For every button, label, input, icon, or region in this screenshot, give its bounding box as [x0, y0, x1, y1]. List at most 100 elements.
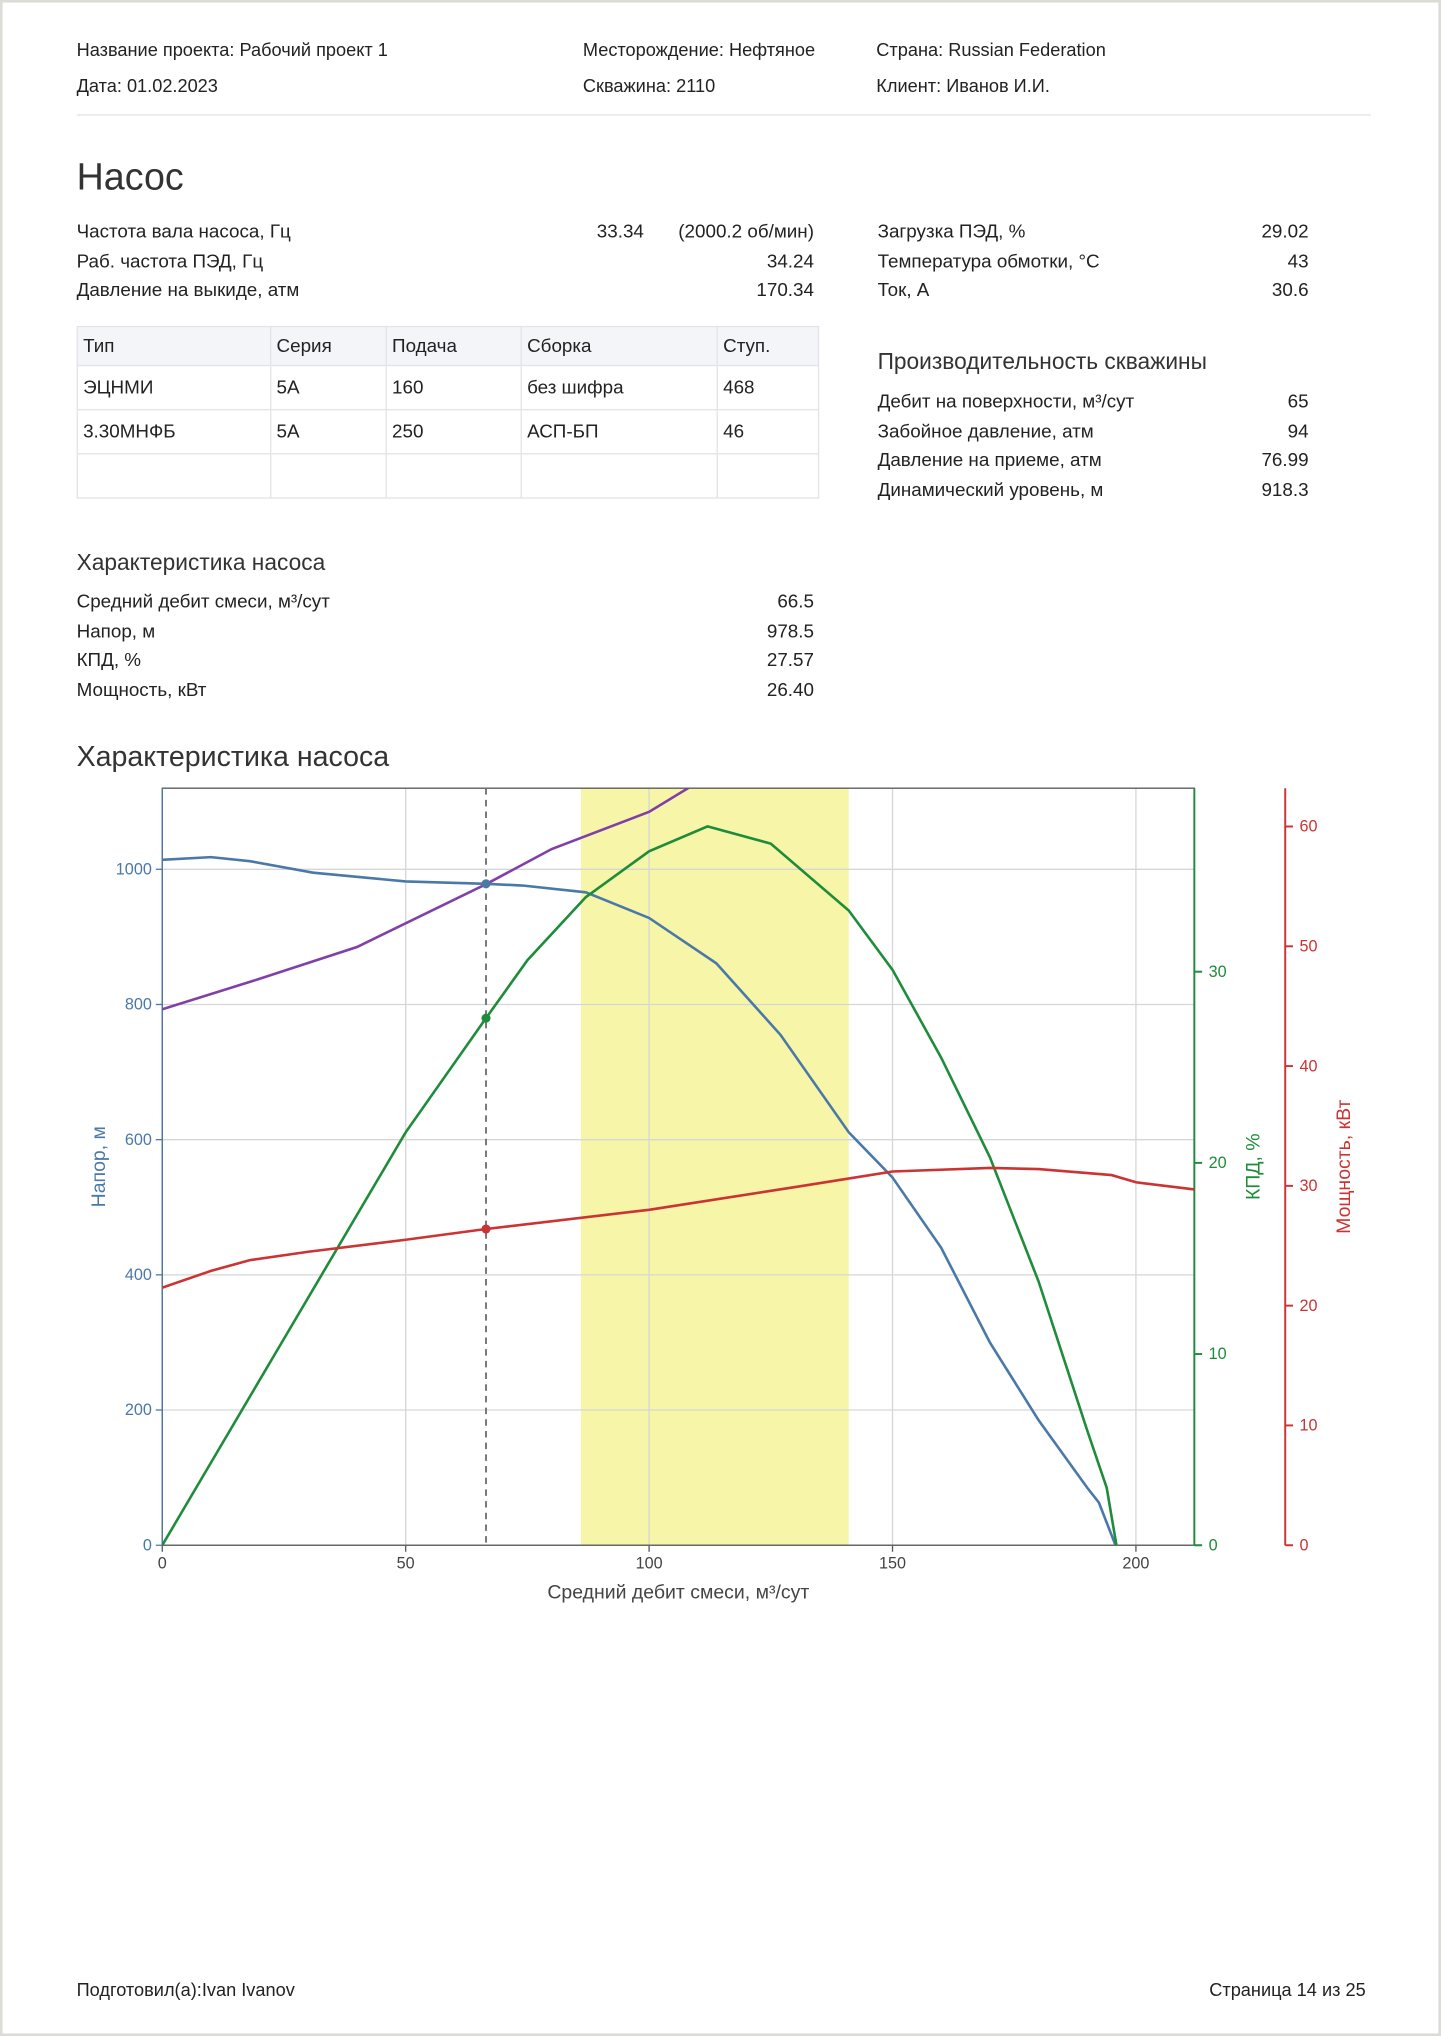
label: Клиент: — [876, 75, 942, 97]
y3-tick-label: 40 — [1299, 1057, 1317, 1075]
param-value: 918.3 — [1261, 480, 1309, 502]
cell — [76, 453, 272, 499]
param-value: 43 — [1287, 251, 1309, 273]
x-tick-label: 150 — [879, 1555, 906, 1573]
param-label: Напор, м — [76, 621, 156, 643]
param-value: 170.34 — [756, 280, 814, 302]
y2-tick-label: 0 — [1209, 1536, 1218, 1554]
cell: 160 — [385, 364, 522, 411]
param-label: Частота вала насоса, Гц — [76, 222, 291, 243]
param-value: 26.40 — [766, 680, 814, 702]
x-tick-label: 0 — [158, 1555, 167, 1573]
param-value: 94 — [1287, 421, 1309, 443]
param-value: 66.5 — [777, 592, 814, 613]
x-axis-label: Средний дебит смеси, м³/сут — [547, 1581, 809, 1603]
y2-tick-label: 20 — [1209, 1154, 1227, 1172]
table-row: 3.30МНФБ 5А 250 АСП-БП 46 — [76, 409, 820, 455]
operating-range — [580, 788, 849, 1546]
value: 2110 — [676, 75, 716, 97]
cell: без шифра — [520, 364, 718, 411]
cell: ЭЦНМИ — [76, 364, 272, 411]
label: Скважина: — [582, 75, 672, 97]
param-label: Динамический уровень, м — [877, 480, 1104, 502]
param-label: Забойное давление, атм — [877, 421, 1094, 443]
table-header: Тип Серия Подача Сборка Ступ. — [76, 325, 820, 367]
operating-point — [481, 1224, 491, 1234]
series-line — [162, 855, 1117, 1546]
cell: 3.30МНФБ — [76, 409, 272, 455]
value: Нефтяное — [728, 38, 816, 60]
param-value: 30.6 — [1271, 280, 1309, 302]
cell: АСП-БП — [520, 409, 718, 455]
param-label: Давление на выкиде, атм — [76, 280, 300, 302]
cell — [716, 453, 820, 499]
param-label: Давление на приеме, атм — [877, 451, 1102, 472]
value: 01.02.2023 — [126, 75, 218, 97]
cell: 468 — [716, 364, 820, 411]
cell — [520, 453, 718, 499]
cell: 250 — [385, 409, 522, 455]
label: Подготовил(а): — [76, 1978, 202, 2000]
label: Месторождение: — [582, 38, 724, 60]
label: Дата: — [76, 75, 122, 97]
x-tick-label: 200 — [1122, 1555, 1149, 1573]
th: Сборка — [520, 325, 718, 367]
y-tick-label: 800 — [125, 996, 152, 1014]
param-label: Ток, А — [877, 280, 930, 302]
param-label: Мощность, кВт — [76, 680, 207, 702]
cell: 5А — [270, 364, 387, 411]
section-title: Насос — [76, 157, 184, 199]
series-line — [162, 825, 1118, 1546]
label: Страна: — [876, 38, 944, 60]
chart-title: Характеристика насоса — [76, 740, 390, 773]
th: Ступ. — [716, 325, 820, 367]
param-label: Раб. частота ПЭД, Гц — [76, 251, 264, 273]
footer-prepared: Подготовил(а):Ivan Ivanov — [77, 1978, 295, 2001]
cell — [270, 453, 387, 499]
footer-page: Страница 14 из 25 — [1209, 1978, 1366, 2000]
param-extra: (2000.2 об/мин) — [678, 222, 814, 243]
y2-axis-label: КПД, % — [1242, 1133, 1264, 1200]
param-label: Температура обмотки, °С — [877, 251, 1100, 273]
y-tick-label: 0 — [143, 1536, 152, 1554]
header-field: Месторождение: Нефтяное — [583, 38, 815, 61]
table-row — [76, 453, 820, 499]
label: Название проекта: — [76, 38, 235, 60]
cell — [385, 453, 522, 499]
y-axis-label: Напор, м — [88, 1126, 110, 1207]
y-tick-label: 400 — [125, 1266, 152, 1284]
cell: 46 — [716, 409, 820, 455]
param-value: 34.24 — [766, 251, 814, 273]
pump-table: Тип Серия Подача Сборка Ступ. ЭЦНМИ 5А 160… — [76, 325, 820, 499]
th: Тип — [76, 325, 272, 367]
header-field: Клиент: Иванов И.И. — [876, 74, 1050, 97]
subsection-title: Производительность скважины — [877, 347, 1207, 374]
series-group — [162, 788, 1195, 1546]
chart: 0 50 100 150 200 0 200 400 600 800 1000 0 10 20 30 0 10 2… — [88, 787, 1355, 1603]
param-value: 33.34 — [596, 222, 644, 243]
x-tick-label: 100 — [636, 1555, 663, 1573]
y3-tick-label: 50 — [1299, 937, 1317, 955]
param-label: КПД, % — [76, 651, 142, 672]
y-tick-label: 600 — [125, 1131, 152, 1149]
value: Рабочий проект 1 — [239, 38, 388, 60]
header-field: Скважина: 2110 — [583, 74, 715, 97]
y3-axis-label: Мощность, кВт — [1333, 1099, 1355, 1233]
series-line — [162, 1166, 1195, 1289]
table-row: ЭЦНМИ 5А 160 без шифра 468 — [76, 364, 820, 411]
y2-tick-label: 30 — [1209, 963, 1227, 981]
value: Russian Federation — [948, 38, 1106, 60]
value: Ivan Ivanov — [201, 1978, 295, 2000]
y3-tick-label: 0 — [1299, 1536, 1308, 1554]
y3-tick-label: 20 — [1299, 1297, 1317, 1315]
operating-point — [481, 1013, 491, 1023]
param-label: Загрузка ПЭД, % — [877, 222, 1026, 243]
y3-tick-label: 10 — [1299, 1417, 1317, 1435]
divider — [76, 114, 1371, 116]
series-line — [162, 788, 691, 1011]
param-label: Дебит на поверхности, м³/сут — [877, 392, 1135, 413]
param-value: 76.99 — [1261, 451, 1309, 472]
y3-tick-label: 60 — [1299, 818, 1317, 836]
